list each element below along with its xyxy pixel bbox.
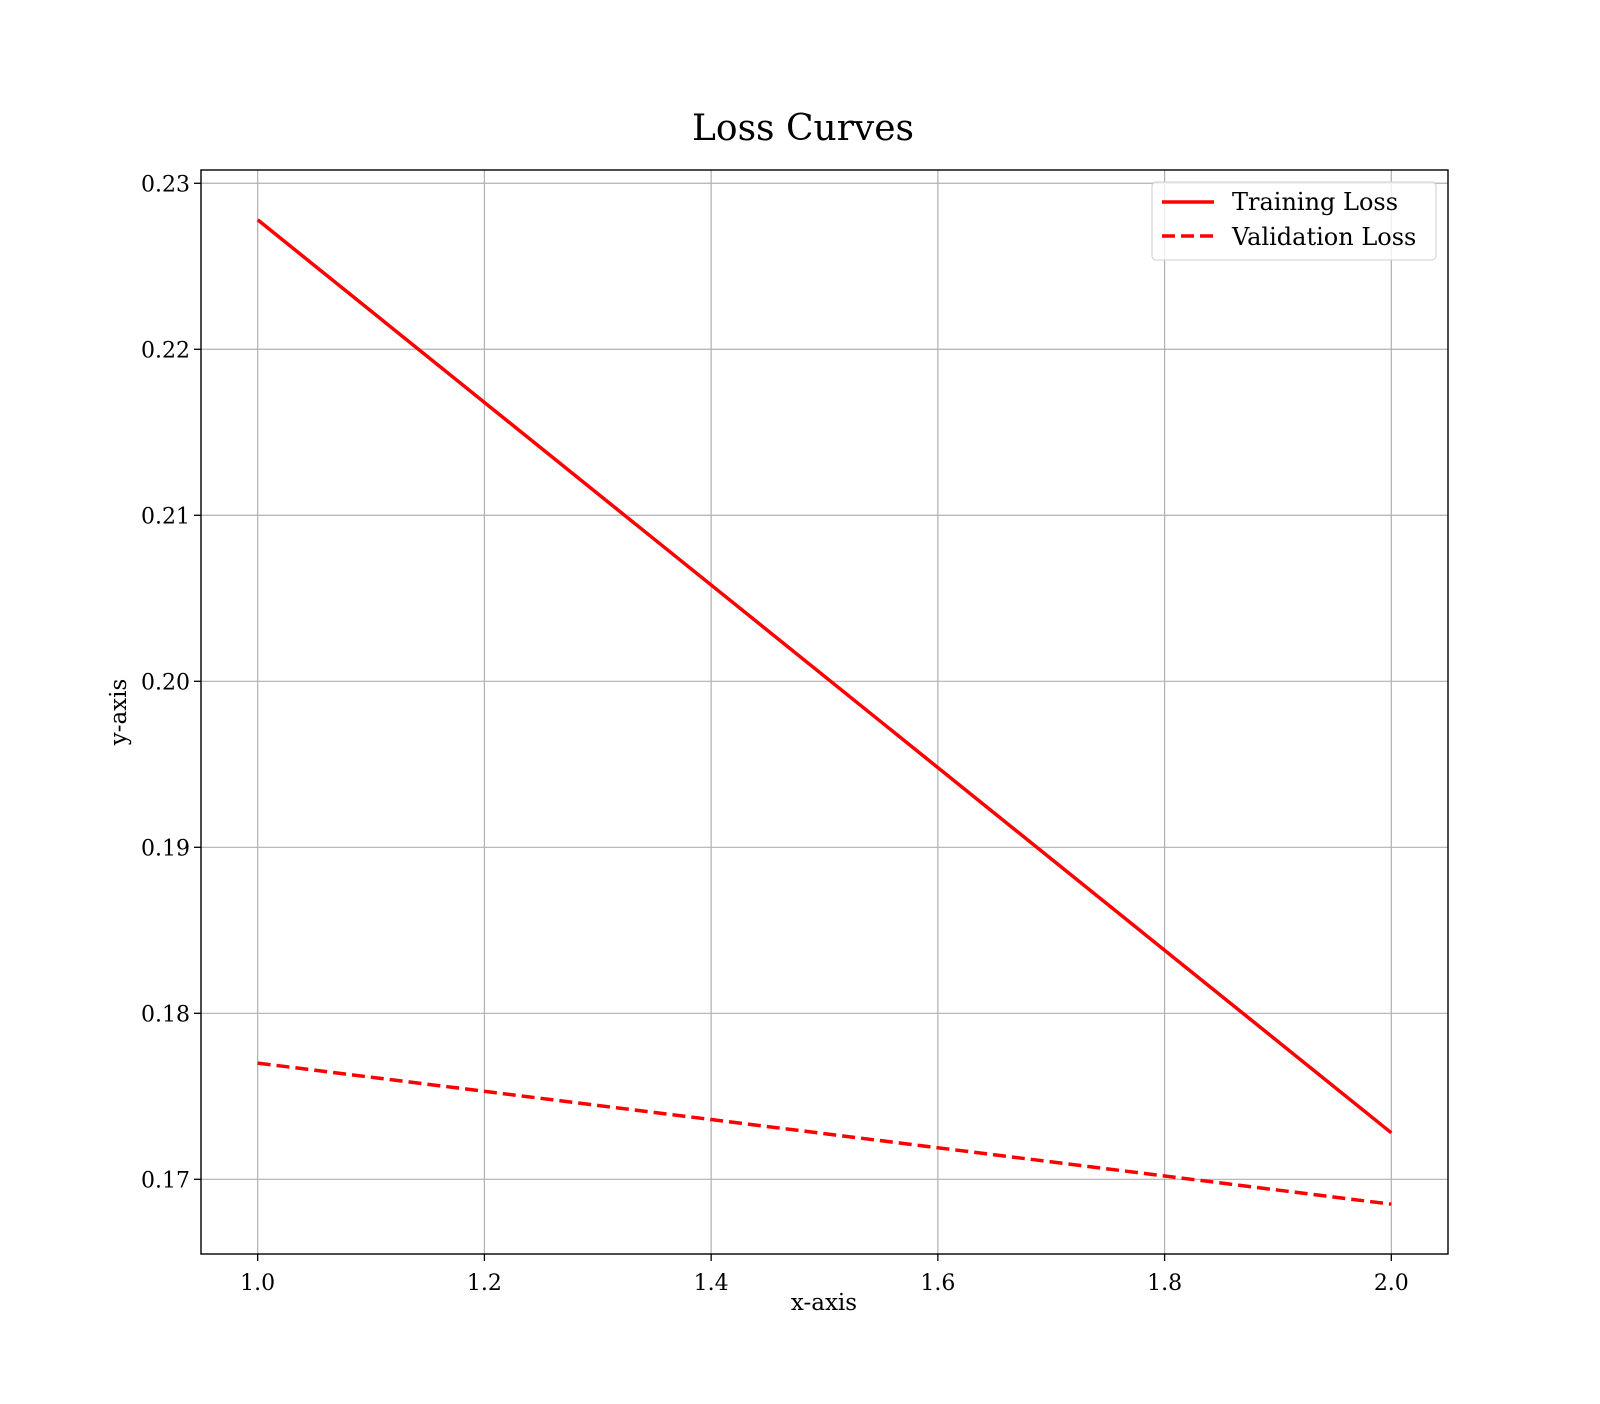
x-tick-label: 1.0 bbox=[240, 1271, 275, 1296]
y-tick-label: 0.20 bbox=[141, 670, 190, 695]
x-tick-label: 1.2 bbox=[467, 1271, 502, 1296]
x-tick-label: 1.8 bbox=[1147, 1271, 1182, 1296]
series-lines bbox=[256, 218, 1393, 1206]
legend-box bbox=[1151, 181, 1437, 261]
x-tick-label: 2.0 bbox=[1374, 1271, 1409, 1296]
y-tick-label: 0.21 bbox=[141, 504, 190, 529]
y-tick-label: 0.19 bbox=[141, 836, 190, 861]
y-axis-ticks: 0.17 0.18 0.19 0.20 0.21 0.22 0.23 bbox=[141, 172, 201, 1193]
y-tick-label: 0.22 bbox=[141, 338, 190, 363]
chart-title: Loss Curves bbox=[692, 108, 914, 149]
legend-label-training-loss: Training Loss bbox=[1232, 188, 1398, 216]
y-tick-label: 0.17 bbox=[141, 1168, 190, 1193]
y-axis-label: y-axis bbox=[106, 679, 132, 747]
y-tick-label: 0.18 bbox=[141, 1002, 190, 1027]
series-line-training-loss bbox=[256, 218, 1393, 1135]
legend-label-validation-loss: Validation Loss bbox=[1231, 223, 1416, 251]
x-axis-label: x-axis bbox=[791, 1290, 857, 1316]
plot-frame bbox=[200, 169, 1449, 1255]
grid-lines bbox=[201, 170, 1448, 1254]
x-tick-label: 1.6 bbox=[920, 1271, 955, 1296]
legend: Training Loss Validation Loss bbox=[1151, 181, 1437, 261]
x-axis-ticks: 1.0 1.2 1.4 1.6 1.8 2.0 bbox=[240, 1254, 1409, 1296]
x-tick-label: 1.4 bbox=[694, 1271, 729, 1296]
series-line-validation-loss bbox=[257, 1061, 1392, 1206]
y-tick-label: 0.23 bbox=[141, 172, 190, 197]
